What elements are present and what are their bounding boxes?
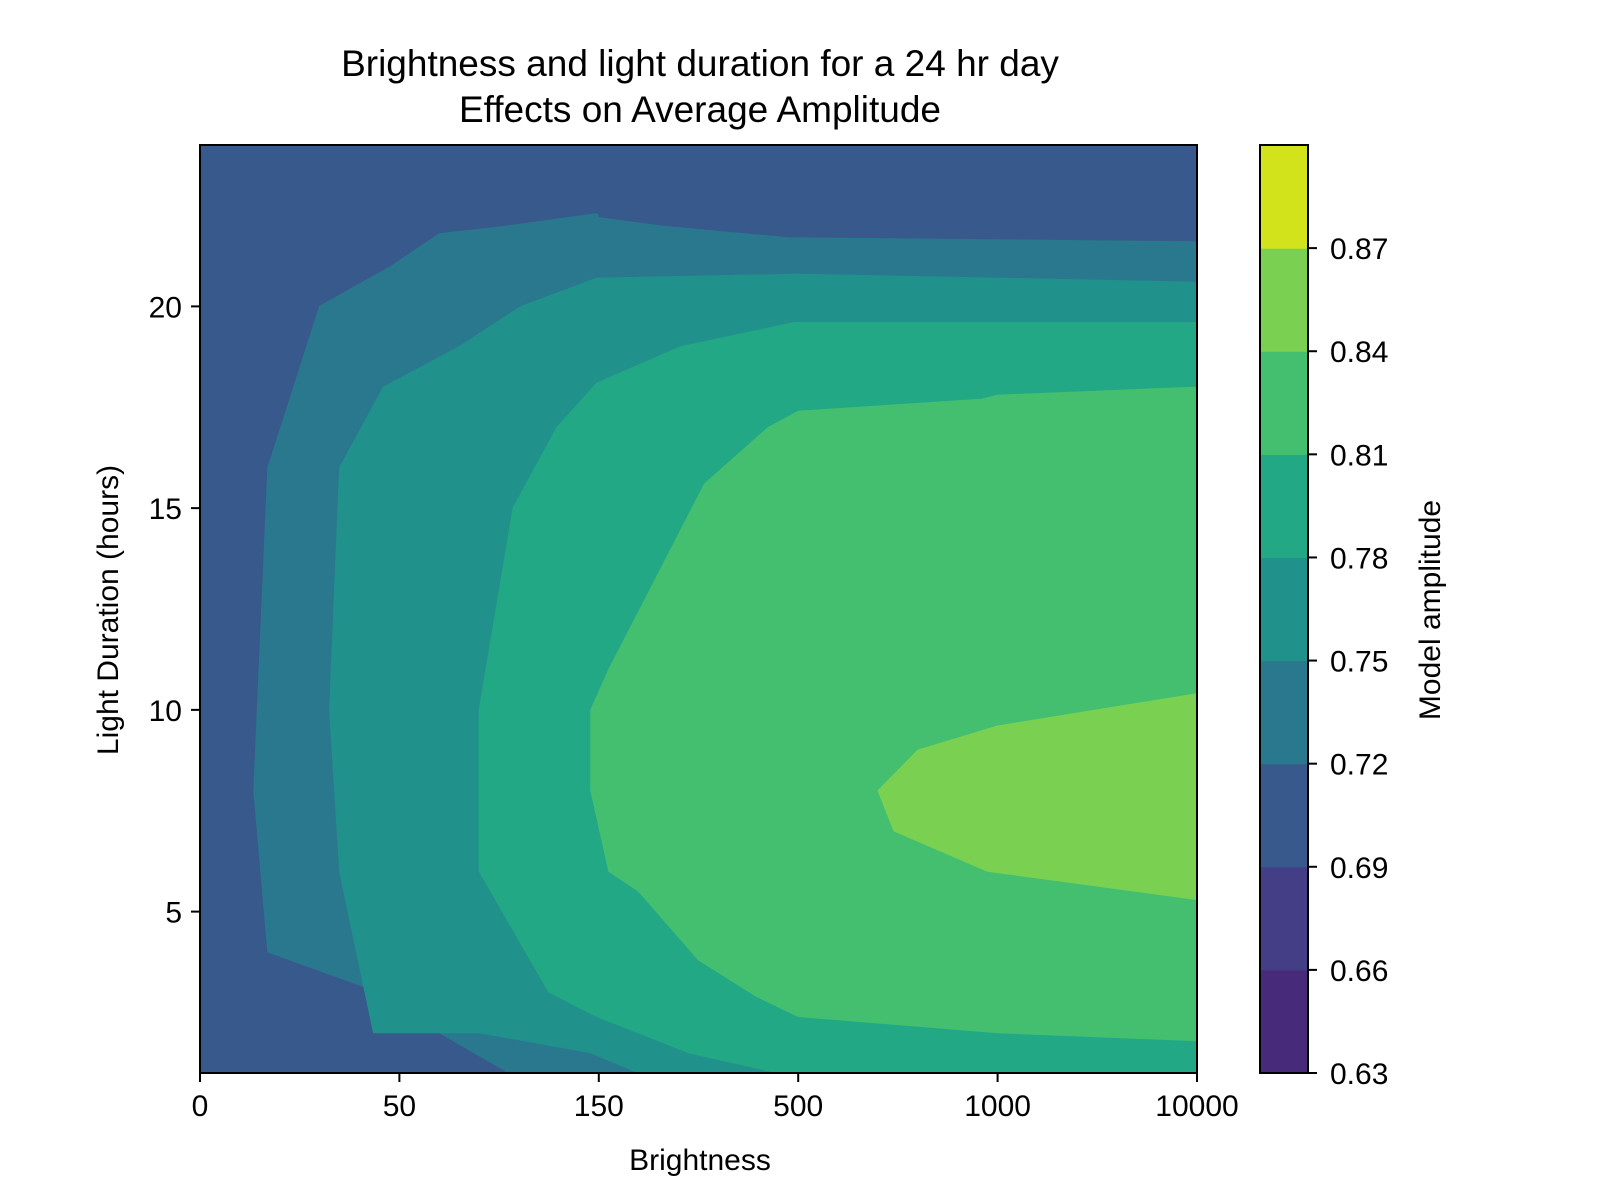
colorbar-frame: [1259, 144, 1309, 1074]
plot-area: [199, 144, 1198, 1074]
x-tick-label: 0: [192, 1090, 209, 1123]
y-tick-label: 20: [149, 291, 182, 324]
x-axis: 0 50 150 500 1000 10000: [192, 1073, 1239, 1123]
y-tick-label: 10: [149, 695, 182, 728]
colorbar-tick-label: 0.66: [1330, 955, 1388, 988]
colorbar-tick-label: 0.72: [1330, 749, 1388, 782]
colorbar-tick-label: 0.78: [1330, 542, 1388, 575]
y-axis: 5 10 15 20: [149, 291, 200, 930]
colorbar-band-6: [1260, 351, 1308, 455]
colorbar-band-8: [1260, 145, 1308, 249]
colorbar-tick-label: 0.84: [1330, 336, 1388, 369]
chart-title-line-1: Brightness and light duration for a 24 h…: [341, 43, 1059, 84]
x-tick-label: 50: [383, 1090, 416, 1123]
x-tick-label: 1000: [964, 1090, 1031, 1123]
colorbar-tick-label: 0.63: [1330, 1058, 1388, 1091]
x-tick-label: 500: [773, 1090, 823, 1123]
colorbar-tick-label: 0.75: [1330, 646, 1388, 679]
colorbar-band-2: [1260, 763, 1308, 868]
colorbar-band-1: [1260, 866, 1308, 971]
chart-title-line-2: Effects on Average Amplitude: [459, 89, 941, 130]
x-tick-label: 150: [574, 1090, 624, 1123]
colorbar: 0.63 0.66 0.69 0.72 0.75 0.78 0.81 0.84 0.87: [1259, 144, 1388, 1091]
colorbar-title: Model amplitude: [1414, 500, 1447, 720]
colorbar-band-7: [1260, 248, 1308, 352]
colorbar-band-0: [1260, 969, 1308, 1074]
colorbar-band-3: [1260, 660, 1308, 765]
x-axis-title: Brightness: [629, 1144, 771, 1177]
colorbar-tick-label: 0.87: [1330, 233, 1388, 266]
y-axis-title: Light Duration (hours): [92, 465, 125, 755]
y-tick-label: 5: [165, 897, 182, 930]
colorbar-tick-label: 0.69: [1330, 852, 1388, 885]
colorbar-band-5: [1260, 454, 1308, 559]
y-tick-label: 15: [149, 493, 182, 526]
plot-frame: [199, 144, 1198, 1074]
colorbar-tick-label: 0.81: [1330, 439, 1388, 472]
colorbar-band-4: [1260, 557, 1308, 662]
x-tick-label: 10000: [1155, 1090, 1238, 1123]
